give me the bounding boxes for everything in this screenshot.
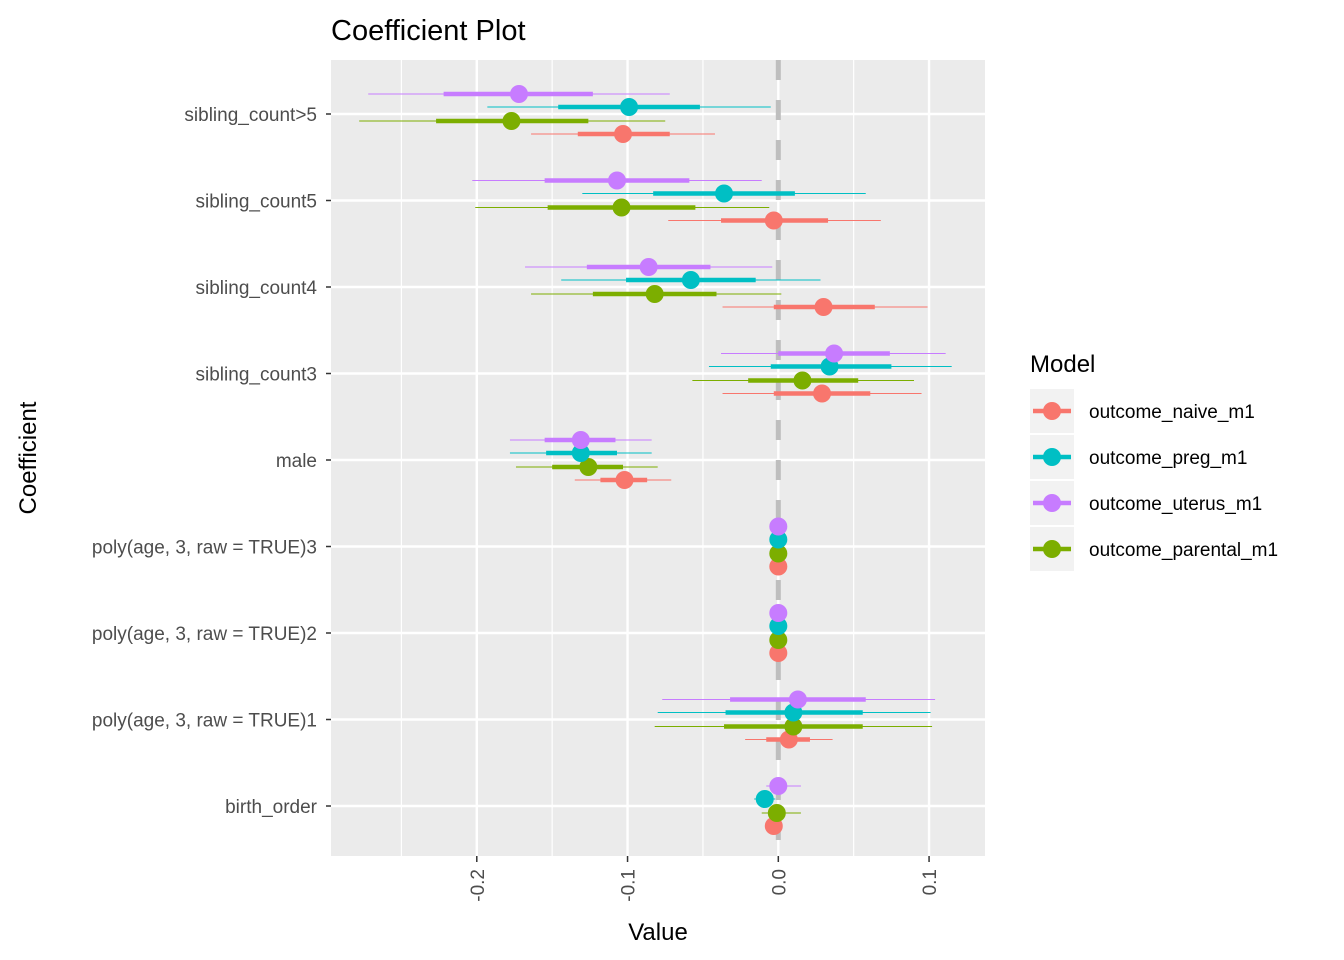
legend-key-point — [1043, 494, 1061, 512]
y-tick-label: poly(age, 3, raw = TRUE)2 — [92, 624, 317, 645]
estimate-point — [813, 384, 832, 403]
y-tick-label: poly(age, 3, raw = TRUE)1 — [92, 711, 317, 732]
coef-group — [662, 690, 936, 709]
legend-item: outcome_uterus_m1 — [1030, 481, 1262, 525]
legend-label: outcome_uterus_m1 — [1089, 494, 1262, 515]
coef-group — [475, 198, 770, 217]
estimate-point — [769, 604, 788, 622]
legend: Model outcome_naive_m1outcome_preg_m1out… — [1030, 351, 1278, 571]
estimate-point — [767, 804, 786, 822]
coef-group — [722, 384, 922, 403]
coef-group — [368, 85, 670, 103]
coef-group — [692, 371, 914, 390]
coef-group — [769, 530, 788, 549]
legend-item: outcome_naive_m1 — [1030, 389, 1255, 433]
legend-label: outcome_parental_m1 — [1089, 540, 1278, 561]
legend-key-point — [1043, 448, 1061, 466]
coef-group — [769, 644, 788, 662]
estimate-point — [788, 690, 807, 709]
legend-items: outcome_naive_m1 outcome_preg_m1 outcome_u… — [1030, 389, 1278, 571]
coef-group — [769, 631, 788, 649]
coef-group — [472, 171, 762, 190]
estimate-point — [571, 444, 590, 462]
estimate-point — [784, 717, 803, 736]
estimate-point — [645, 285, 664, 303]
estimate-point — [769, 530, 788, 549]
coef-group — [525, 258, 773, 276]
estimate-point — [579, 458, 598, 476]
estimate-point — [769, 544, 788, 563]
estimate-point — [639, 258, 658, 276]
x-tick-label: -0.2 — [468, 869, 489, 902]
coef-group — [359, 112, 666, 130]
y-tick-label: poly(age, 3, raw = TRUE)3 — [92, 538, 317, 559]
estimate-point — [607, 171, 626, 190]
coefficient-marks — [359, 85, 952, 835]
coef-group — [769, 604, 788, 622]
coef-group — [509, 444, 652, 462]
y-tick-label: sibling_count>5 — [184, 105, 317, 126]
legend-item: outcome_parental_m1 — [1030, 527, 1278, 571]
estimate-point — [825, 344, 844, 363]
estimate-point — [769, 644, 788, 662]
estimate-point — [769, 631, 788, 649]
estimate-point — [764, 211, 783, 230]
legend-key-point — [1043, 540, 1061, 558]
coef-group — [509, 431, 652, 449]
estimate-point — [793, 371, 812, 390]
coef-group — [761, 804, 801, 822]
y-tick-label: sibling_count4 — [196, 278, 318, 299]
x-tick-label: -0.1 — [619, 869, 640, 902]
estimate-point — [769, 617, 788, 635]
y-axis-title: Coefficient — [15, 401, 42, 514]
estimate-point — [571, 431, 590, 449]
y-tick-label: sibling_count3 — [196, 365, 317, 386]
chart-title: Coefficient Plot — [331, 15, 526, 47]
legend-label: outcome_preg_m1 — [1089, 448, 1247, 469]
estimate-point — [509, 85, 528, 103]
estimate-point — [769, 777, 788, 795]
coef-group — [515, 458, 658, 476]
coef-group — [722, 298, 928, 316]
coef-group — [769, 617, 788, 635]
estimate-point — [620, 98, 639, 116]
coef-group — [721, 344, 946, 363]
x-tick-label: 0.1 — [920, 869, 941, 895]
estimate-point — [612, 198, 631, 217]
y-tick-label: male — [276, 451, 317, 472]
coef-group — [531, 285, 782, 303]
legend-label: outcome_naive_m1 — [1089, 402, 1255, 423]
coef-group — [769, 517, 788, 536]
estimate-point — [715, 184, 734, 203]
coef-group — [531, 125, 715, 143]
y-tick-label: sibling_count5 — [196, 192, 317, 213]
estimate-point — [681, 271, 700, 289]
coef-group — [574, 471, 672, 489]
coef-group — [769, 544, 788, 563]
coef-group — [766, 777, 801, 795]
estimate-point — [769, 557, 788, 576]
coef-group — [561, 271, 821, 289]
x-tick-label: 0.0 — [769, 869, 790, 895]
estimate-point — [814, 298, 833, 316]
estimate-point — [769, 517, 788, 536]
estimate-point — [615, 471, 634, 489]
x-axis-title: Value — [628, 919, 688, 946]
coef-group — [754, 790, 776, 808]
legend-key-point — [1043, 402, 1061, 420]
coef-group — [668, 211, 881, 230]
estimate-point — [755, 790, 774, 808]
estimate-point — [614, 125, 633, 143]
estimate-point — [502, 112, 521, 130]
legend-item: outcome_preg_m1 — [1030, 435, 1247, 479]
coef-group — [769, 557, 788, 576]
legend-title: Model — [1030, 351, 1095, 378]
y-axis: sibling_count>5 sibling_count5 sibling_cou… — [92, 105, 331, 818]
x-axis: -0.2 -0.1 0.0 0.1 — [468, 856, 941, 902]
coef-group — [582, 184, 866, 203]
coef-group — [654, 717, 933, 736]
y-tick-label: birth_order — [225, 797, 318, 818]
coef-group — [487, 98, 771, 116]
